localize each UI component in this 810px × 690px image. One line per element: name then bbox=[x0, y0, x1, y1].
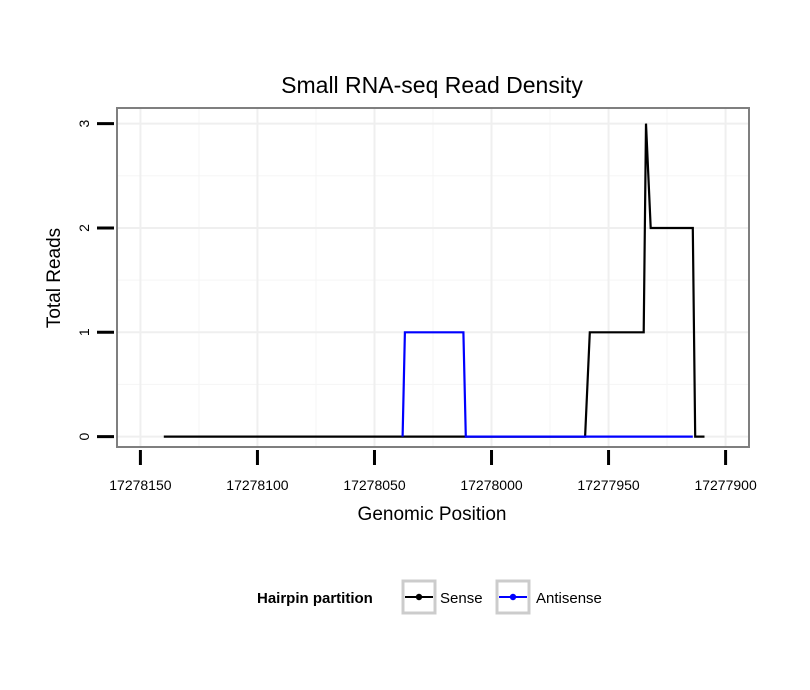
y-tick-label: 1 bbox=[76, 328, 92, 336]
x-tick-label: 17278100 bbox=[226, 477, 289, 493]
x-axis-title: Genomic Position bbox=[358, 504, 507, 525]
x-tick-label: 17277950 bbox=[577, 477, 640, 493]
legend-key-marker bbox=[509, 593, 517, 601]
x-tick-label: 17277900 bbox=[694, 477, 757, 493]
x-tick-label: 17278000 bbox=[460, 477, 523, 493]
y-axis-title: Total Reads bbox=[44, 228, 65, 328]
y-axis: 0 1 2 3 bbox=[76, 120, 114, 440]
series-layer bbox=[163, 123, 705, 438]
plot-border bbox=[116, 107, 750, 448]
series-line-sense bbox=[163, 123, 705, 438]
x-tick-label: 17278150 bbox=[109, 477, 172, 493]
x-tick-label: 17278050 bbox=[343, 477, 406, 493]
series-line-antisense bbox=[401, 331, 693, 438]
legend: Hairpin partition Sense Antisense bbox=[257, 579, 602, 615]
legend-label-sense: Sense bbox=[440, 590, 483, 607]
y-tick-label: 3 bbox=[76, 120, 92, 128]
y-tick-label: 0 bbox=[76, 432, 92, 440]
y-tick-label: 2 bbox=[76, 224, 92, 232]
legend-key-marker bbox=[415, 593, 423, 601]
chart-title: Small RNA-seq Read Density bbox=[281, 72, 583, 98]
legend-title: Hairpin partition bbox=[257, 590, 373, 607]
x-axis: 17278150 17278100 17278050 17278000 17277950… bbox=[109, 450, 757, 493]
legend-label-antisense: Antisense bbox=[536, 590, 602, 607]
